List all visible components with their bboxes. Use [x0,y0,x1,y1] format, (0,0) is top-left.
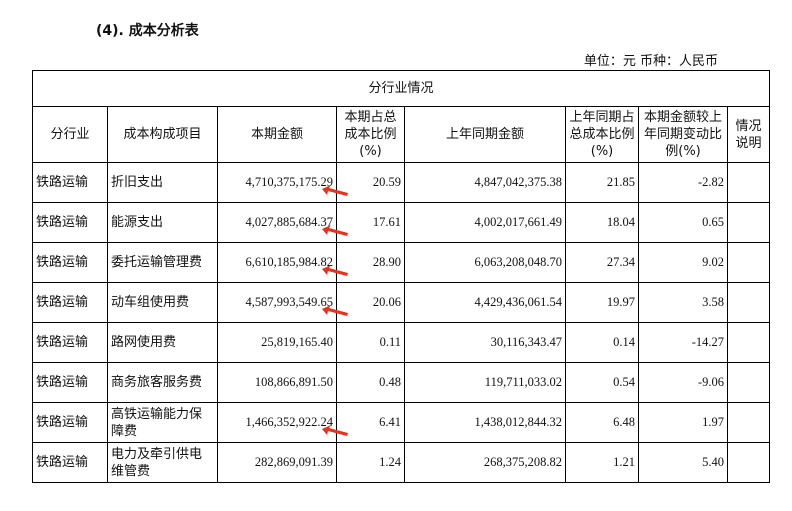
col-header-note: 情况说明 [726,106,771,163]
row-prior-pct: 6.48 [565,402,639,443]
row-current-amount: 1,466,352,922.24 [217,402,337,443]
row-prior-pct: 18.04 [565,202,639,243]
row-note [726,362,771,403]
row-industry: 铁路运输 [32,282,108,323]
table-row: 铁路运输 折旧支出 4,710,375,175.29 20.59 4,847,042,3… [32,162,771,203]
row-current-amount: 4,587,993,549.65 [217,282,337,323]
row-prior-amount: 6,063,208,048.70 [404,242,566,283]
row-change-pct: 3.58 [638,282,728,323]
row-prior-amount: 4,429,436,061.54 [404,282,566,323]
row-industry: 铁路运输 [32,322,108,363]
row-change-pct: 1.97 [638,402,728,443]
row-note [726,402,771,443]
row-note [726,162,771,203]
row-current-pct: 6.41 [336,402,405,443]
row-prior-pct: 27.34 [565,242,639,283]
table-row: 铁路运输 路网使用费 25,819,165.40 0.11 30,116,343.47 0… [32,322,771,363]
row-note [726,242,771,283]
cost-analysis-table: 分行业情况 分行业 成本构成项目 本期金额 本期占总成本比例(%) 上年同期金额… [31,70,771,483]
column-header-row: 分行业 成本构成项目 本期金额 本期占总成本比例(%) 上年同期金额 上年同期占… [32,106,771,163]
row-note [726,322,771,363]
row-industry: 铁路运输 [32,442,108,483]
row-item: 委托运输管理费 [107,242,218,283]
row-current-amount: 6,610,185,984.82 [217,242,337,283]
col-header-prior-pct: 上年同期占总成本比例(%) [565,106,639,163]
col-header-current: 本期金额 [217,106,337,163]
row-note [726,282,771,323]
row-change-pct: 5.40 [638,442,728,483]
row-current-amount: 4,710,375,175.29 [217,162,337,203]
row-current-pct: 0.11 [336,322,405,363]
col-header-industry: 分行业 [32,106,108,163]
col-header-item: 成本构成项目 [107,106,218,163]
row-current-pct: 20.59 [336,162,405,203]
row-prior-amount: 1,438,012,844.32 [404,402,566,443]
row-current-pct: 20.06 [336,282,405,323]
row-item: 折旧支出 [107,162,218,203]
row-current-pct: 0.48 [336,362,405,403]
table-row: 铁路运输 高铁运输能力保障费 1,466,352,922.24 6.41 1,438,0… [32,402,771,443]
row-note [726,442,771,483]
row-current-pct: 28.90 [336,242,405,283]
row-industry: 铁路运输 [32,242,108,283]
row-current-pct: 1.24 [336,442,405,483]
row-industry: 铁路运输 [32,202,108,243]
row-prior-pct: 1.21 [565,442,639,483]
row-prior-pct: 0.54 [565,362,639,403]
row-change-pct: -2.82 [638,162,728,203]
row-prior-pct: 19.97 [565,282,639,323]
row-note [726,202,771,243]
unit-line: 单位：元 币种：人民币 [583,54,718,69]
section-title: (4). 成本分析表 [96,23,199,39]
table-row: 铁路运输 能源支出 4,027,885,684.37 17.61 4,002,017,6… [32,202,771,243]
row-item: 路网使用费 [107,322,218,363]
row-change-pct: -9.06 [638,362,728,403]
row-prior-amount: 119,711,033.02 [404,362,566,403]
group-header: 分行业情况 [31,70,771,107]
row-prior-amount: 30,116,343.47 [404,322,566,363]
row-change-pct: -14.27 [638,322,728,363]
row-prior-amount: 4,002,017,661.49 [404,202,566,243]
row-current-amount: 108,866,891.50 [217,362,337,403]
row-current-pct: 17.61 [336,202,405,243]
col-header-current-pct: 本期占总成本比例(%) [336,106,405,163]
table-row: 铁路运输 电力及牵引供电维管费 282,869,091.39 1.24 268,375,… [32,442,771,483]
row-industry: 铁路运输 [32,402,108,443]
row-industry: 铁路运输 [32,362,108,403]
row-prior-pct: 21.85 [565,162,639,203]
col-header-change: 本期金额较上年同期变动比例(%) [638,106,728,163]
col-header-prior: 上年同期金额 [404,106,566,163]
row-change-pct: 9.02 [638,242,728,283]
table-row: 铁路运输 委托运输管理费 6,610,185,984.82 28.90 6,063,20… [32,242,771,283]
row-current-amount: 282,869,091.39 [217,442,337,483]
row-prior-pct: 0.14 [565,322,639,363]
row-current-amount: 4,027,885,684.37 [217,202,337,243]
row-item: 能源支出 [107,202,218,243]
row-current-amount: 25,819,165.40 [217,322,337,363]
table-row: 铁路运输 动车组使用费 4,587,993,549.65 20.06 4,429,436… [32,282,771,323]
row-prior-amount: 4,847,042,375.38 [404,162,566,203]
table-row: 铁路运输 商务旅客服务费 108,866,891.50 0.48 119,711,033… [32,362,771,403]
row-item: 电力及牵引供电维管费 [107,442,218,483]
row-industry: 铁路运输 [32,162,108,203]
table-body: 铁路运输 折旧支出 4,710,375,175.29 20.59 4,847,042,3… [32,162,771,483]
row-item: 商务旅客服务费 [107,362,218,403]
row-change-pct: 0.65 [638,202,728,243]
row-prior-amount: 268,375,208.82 [404,442,566,483]
row-item: 动车组使用费 [107,282,218,323]
row-item: 高铁运输能力保障费 [107,402,218,443]
